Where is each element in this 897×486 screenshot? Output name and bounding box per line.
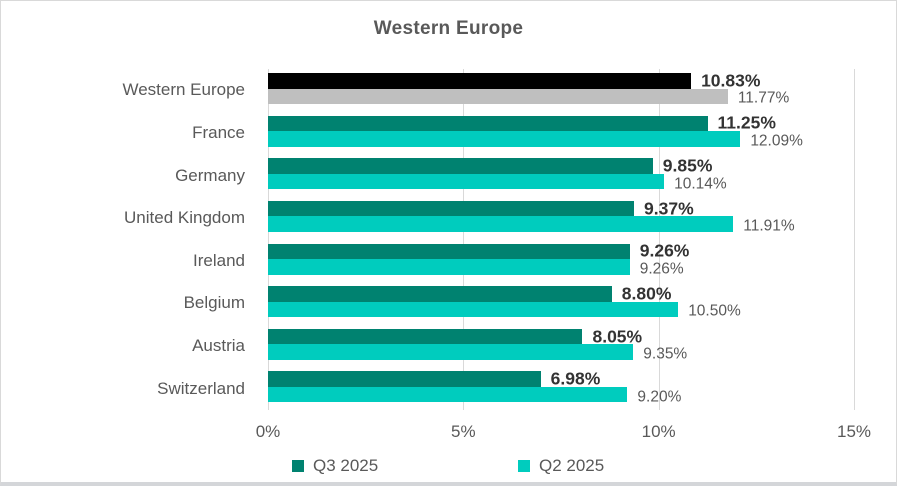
category-label: United Kingdom xyxy=(124,208,245,228)
value-label-q2-2025-ireland: 9.26% xyxy=(639,260,684,277)
bar-q3-2025-ireland xyxy=(268,243,630,259)
value-label-q2-2025-united-kingdom: 11.91% xyxy=(743,217,795,235)
x-tick-5: 5% xyxy=(451,422,476,441)
value-label-q2-2025-western-europe: 11.77% xyxy=(737,89,790,107)
legend-label-q3: Q3 2025 xyxy=(313,456,379,475)
bar-q3-2025-united-kingdom xyxy=(268,200,635,217)
value-label-q2-2025-belgium: 10.50% xyxy=(688,302,741,320)
category-label: Germany xyxy=(175,165,245,185)
value-label-q3-2025-switzerland: 6.98% xyxy=(550,368,601,389)
bar-q3-2025-germany xyxy=(268,158,653,174)
value-label-q2-2025-france: 12.09% xyxy=(750,132,803,150)
bar-q3-2025-austria xyxy=(268,328,583,345)
category-label: France xyxy=(192,122,245,142)
plot-area: 10.83% 11.77% 11.25% 12.09% 9.85% 10.14% 9.37%… xyxy=(268,69,855,410)
legend-item-q2-2025: Q2 2025 xyxy=(518,456,604,476)
category-axis: Western Europe France Germany United Kingdo… xyxy=(1,69,256,410)
legend-item-q3-2025: Q3 2025 xyxy=(292,456,378,476)
value-label-q2-2025-germany: 10.14% xyxy=(674,174,727,192)
value-label-q3-2025-austria: 8.05% xyxy=(592,325,643,346)
bar-q2-2025-united-kingdom xyxy=(268,216,734,232)
value-label-q2-2025-switzerland: 9.20% xyxy=(637,387,682,405)
legend-label-q2: Q2 2025 xyxy=(539,456,605,475)
bar-q3-2025-france xyxy=(268,115,708,132)
bar-q2-2025-germany xyxy=(268,173,665,190)
bar-q2-2025-western-europe xyxy=(268,88,728,104)
bar-q2-2025-france xyxy=(268,131,741,147)
value-label-q3-2025-united-kingdom: 9.37% xyxy=(644,197,694,218)
legend-swatch-q2-icon xyxy=(518,460,530,472)
bar-q2-2025-austria xyxy=(268,344,634,360)
value-label-q3-2025-belgium: 8.80% xyxy=(621,283,672,304)
x-tick-15: 15% xyxy=(836,422,872,441)
bar-q3-2025-western-europe xyxy=(268,73,692,89)
value-label-q3-2025-germany: 9.85% xyxy=(662,155,713,176)
x-tick-0: 0% xyxy=(255,422,281,441)
category-label: Switzerland xyxy=(157,378,245,398)
category-label: Western Europe xyxy=(122,80,245,100)
value-label-q3-2025-france: 11.25% xyxy=(717,112,776,133)
bar-q2-2025-ireland xyxy=(268,259,630,275)
value-label-q2-2025-austria: 9.35% xyxy=(643,345,688,363)
bar-q2-2025-belgium xyxy=(268,301,679,318)
legend: Q3 2025 Q2 2025 xyxy=(1,456,896,480)
category-label: Ireland xyxy=(193,250,245,270)
bar-q3-2025-belgium xyxy=(268,286,612,302)
legend-swatch-q3-icon xyxy=(292,460,304,472)
chart-title: Western Europe xyxy=(373,18,524,39)
value-label-q3-2025-ireland: 9.26% xyxy=(639,240,690,261)
gridline-0% xyxy=(268,69,269,410)
value-label-q3-2025-western-europe: 10.83% xyxy=(701,70,761,90)
category-label: Belgium xyxy=(183,293,245,313)
bar-q2-2025-switzerland xyxy=(268,386,628,403)
gridline-5% xyxy=(463,69,465,410)
bar-q3-2025-switzerland xyxy=(268,371,541,387)
gridline-10% xyxy=(658,69,660,410)
x-axis: 0% 5% 10% 15% xyxy=(256,422,871,444)
category-label: Austria xyxy=(192,336,245,356)
x-tick-10: 10% xyxy=(641,422,676,441)
gridline-15% xyxy=(854,69,855,410)
